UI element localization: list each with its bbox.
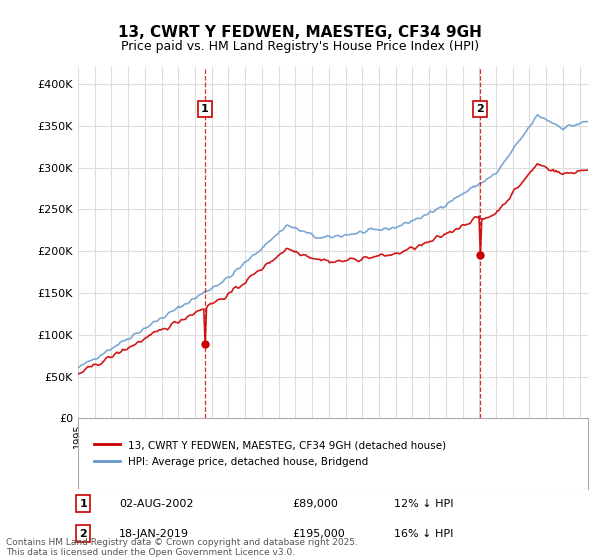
Text: £89,000: £89,000 (292, 498, 338, 508)
Legend: 13, CWRT Y FEDWEN, MAESTEG, CF34 9GH (detached house), HPI: Average price, detac: 13, CWRT Y FEDWEN, MAESTEG, CF34 9GH (de… (88, 435, 451, 472)
Text: 2: 2 (476, 104, 484, 114)
Text: 13, CWRT Y FEDWEN, MAESTEG, CF34 9GH: 13, CWRT Y FEDWEN, MAESTEG, CF34 9GH (118, 25, 482, 40)
Text: 16% ↓ HPI: 16% ↓ HPI (394, 529, 454, 539)
Text: 2: 2 (79, 529, 87, 539)
Text: 1: 1 (201, 104, 209, 114)
Text: 12% ↓ HPI: 12% ↓ HPI (394, 498, 454, 508)
Text: 02-AUG-2002: 02-AUG-2002 (119, 498, 193, 508)
Text: 18-JAN-2019: 18-JAN-2019 (119, 529, 189, 539)
Text: 1: 1 (79, 498, 87, 508)
Text: Price paid vs. HM Land Registry's House Price Index (HPI): Price paid vs. HM Land Registry's House … (121, 40, 479, 53)
Text: £195,000: £195,000 (292, 529, 345, 539)
Text: Contains HM Land Registry data © Crown copyright and database right 2025.
This d: Contains HM Land Registry data © Crown c… (6, 538, 358, 557)
